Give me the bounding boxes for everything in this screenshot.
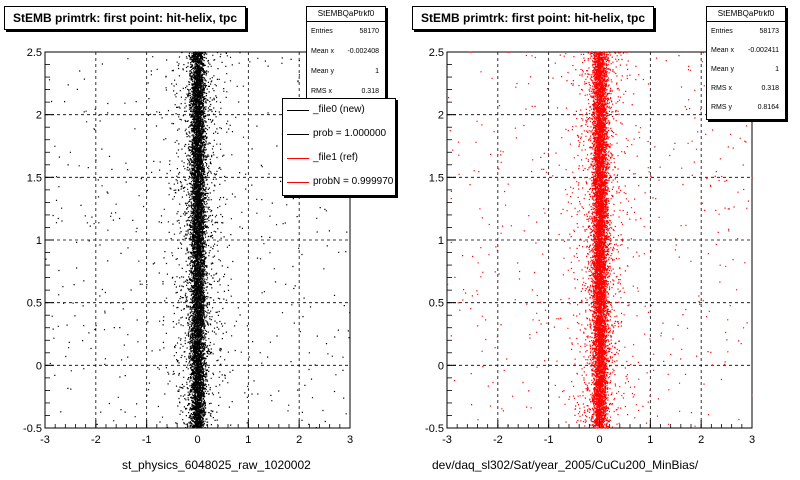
axis-ticks [44, 51, 351, 429]
legend-line-swatch [287, 182, 309, 183]
legend-line-swatch [287, 110, 309, 111]
legend-line-swatch [287, 134, 309, 135]
stats-key: Mean x [711, 47, 734, 54]
y-tick-label: 1 [438, 235, 444, 247]
legend-label: _file1 (ref) [313, 152, 359, 163]
x-tick-label: 3 [749, 434, 755, 446]
stats-key: Entries [711, 28, 733, 35]
stats-key: Mean y [711, 66, 734, 73]
legend-line-swatch [287, 158, 309, 159]
legend-label: prob = 1.000000 [313, 128, 387, 139]
stats-value: -0.002411 [747, 47, 779, 54]
plot-title: StEMB primtrk: first point: hit-helix, t… [4, 6, 246, 30]
grid-lines [447, 52, 752, 428]
stats-key: Mean x [311, 48, 334, 55]
stats-row: RMS y 0.8164 [707, 98, 785, 117]
y-tick-label: 1.5 [27, 172, 42, 184]
x-tick-label: -2 [493, 434, 503, 446]
stats-row: Mean x -0.002408 [307, 42, 385, 62]
plot-title-text: StEMB primtrk: first point: hit-helix, t… [13, 11, 237, 25]
y-tick-label: 0 [36, 360, 42, 372]
legend-entry: probN = 0.999970 [283, 171, 395, 195]
stats-value: 0.8164 [757, 104, 779, 111]
x-tick-label: -3 [40, 434, 50, 446]
y-tick-label: 2.5 [27, 47, 42, 59]
y-tick-label: 1 [36, 235, 42, 247]
tick-labels: -3 -2 -1 0 1 2 3 -0.5 0 0.5 1 1.5 2 2.5 [23, 47, 353, 446]
axis-ticks [446, 51, 753, 429]
y-tick-label: 0.5 [429, 298, 444, 310]
stats-row: RMS x 0.318 [707, 79, 785, 98]
stats-row: RMS x 0.318 [307, 82, 385, 102]
stats-key: RMS x [311, 88, 332, 95]
x-tick-label: 1 [647, 434, 653, 446]
stats-value: 58170 [359, 28, 379, 35]
legend: _file0 (new) prob = 1.000000 _file1 (ref… [282, 98, 396, 196]
x-tick-label: -2 [91, 434, 101, 446]
x-tick-label: 1 [245, 434, 251, 446]
y-tick-label: 0.5 [27, 298, 42, 310]
scatter-points [45, 51, 351, 429]
stats-row: Mean x -0.002411 [707, 41, 785, 60]
scatter-points [447, 51, 753, 429]
stats-value: 58173 [759, 28, 779, 35]
x-tick-label: -1 [142, 434, 152, 446]
x-tick-label: 0 [194, 434, 200, 446]
y-tick-label: 1.5 [429, 172, 444, 184]
x-tick-label: 3 [347, 434, 353, 446]
y-tick-label: 0 [438, 360, 444, 372]
stats-key: RMS y [711, 104, 732, 111]
x-tick-label: 2 [698, 434, 704, 446]
stats-value: -0.002408 [347, 48, 379, 55]
stats-value: 0.318 [361, 88, 379, 95]
x-tick-label: -1 [544, 434, 554, 446]
legend-label: _file0 (new) [313, 104, 365, 115]
y-tick-label: -0.5 [23, 423, 42, 435]
stats-value: 1 [775, 66, 779, 73]
legend-entry: _file1 (ref) [283, 147, 395, 171]
x-axis-title: dev/daq_sl302/Sat/year_2005/CuCu200_MinB… [432, 458, 699, 472]
stats-key: Mean y [311, 68, 334, 75]
x-tick-label: -3 [442, 434, 452, 446]
scatter-point-cloud [447, 51, 753, 429]
tick-labels: -3 -2 -1 0 1 2 3 -0.5 0 0.5 1 1.5 2 2.5 [425, 47, 755, 446]
stats-row: Entries 58170 [307, 22, 385, 42]
legend-label: probN = 0.999970 [313, 176, 394, 187]
x-tick-label: 2 [296, 434, 302, 446]
legend-entry: _file0 (new) [283, 99, 395, 123]
stats-key: RMS x [711, 85, 732, 92]
stats-box: StEMBQaPtrkf0 Entries 58173 Mean x -0.00… [706, 6, 786, 120]
stats-value: 1 [375, 68, 379, 75]
stats-value: 0.318 [761, 85, 779, 92]
x-axis-title: st_physics_6048025_raw_1020002 [122, 458, 311, 472]
stats-row: Mean y 1 [707, 60, 785, 79]
x-tick-label: 0 [596, 434, 602, 446]
stats-row: Mean y 1 [307, 62, 385, 82]
scatter-point-cloud [45, 51, 351, 429]
stats-name: StEMBQaPtrkf0 [707, 7, 785, 22]
stats-row: Entries 58173 [707, 22, 785, 41]
left-chart-panel: -3 -2 -1 0 1 2 3 -0.5 0 0.5 1 1.5 2 2.5 StEMB primtrk… [4, 6, 396, 472]
y-tick-label: -0.5 [425, 423, 444, 435]
y-tick-label: 2 [438, 110, 444, 122]
stats-name: StEMBQaPtrkf0 [307, 7, 385, 22]
right-scatter-plot: -3 -2 -1 0 1 2 3 -0.5 0 0.5 1 1.5 2 2.5 [425, 47, 755, 446]
plot-title: StEMB primtrk: first point: hit-helix, t… [412, 6, 654, 30]
plot-title-text: StEMB primtrk: first point: hit-helix, t… [421, 11, 645, 25]
legend-entry: prob = 1.000000 [283, 123, 395, 147]
stats-key: Entries [311, 28, 333, 35]
y-tick-label: 2 [36, 110, 42, 122]
right-chart-panel: -3 -2 -1 0 1 2 3 -0.5 0 0.5 1 1.5 2 2.5 StEMB primtrk… [400, 0, 800, 480]
y-tick-label: 2.5 [429, 47, 444, 59]
